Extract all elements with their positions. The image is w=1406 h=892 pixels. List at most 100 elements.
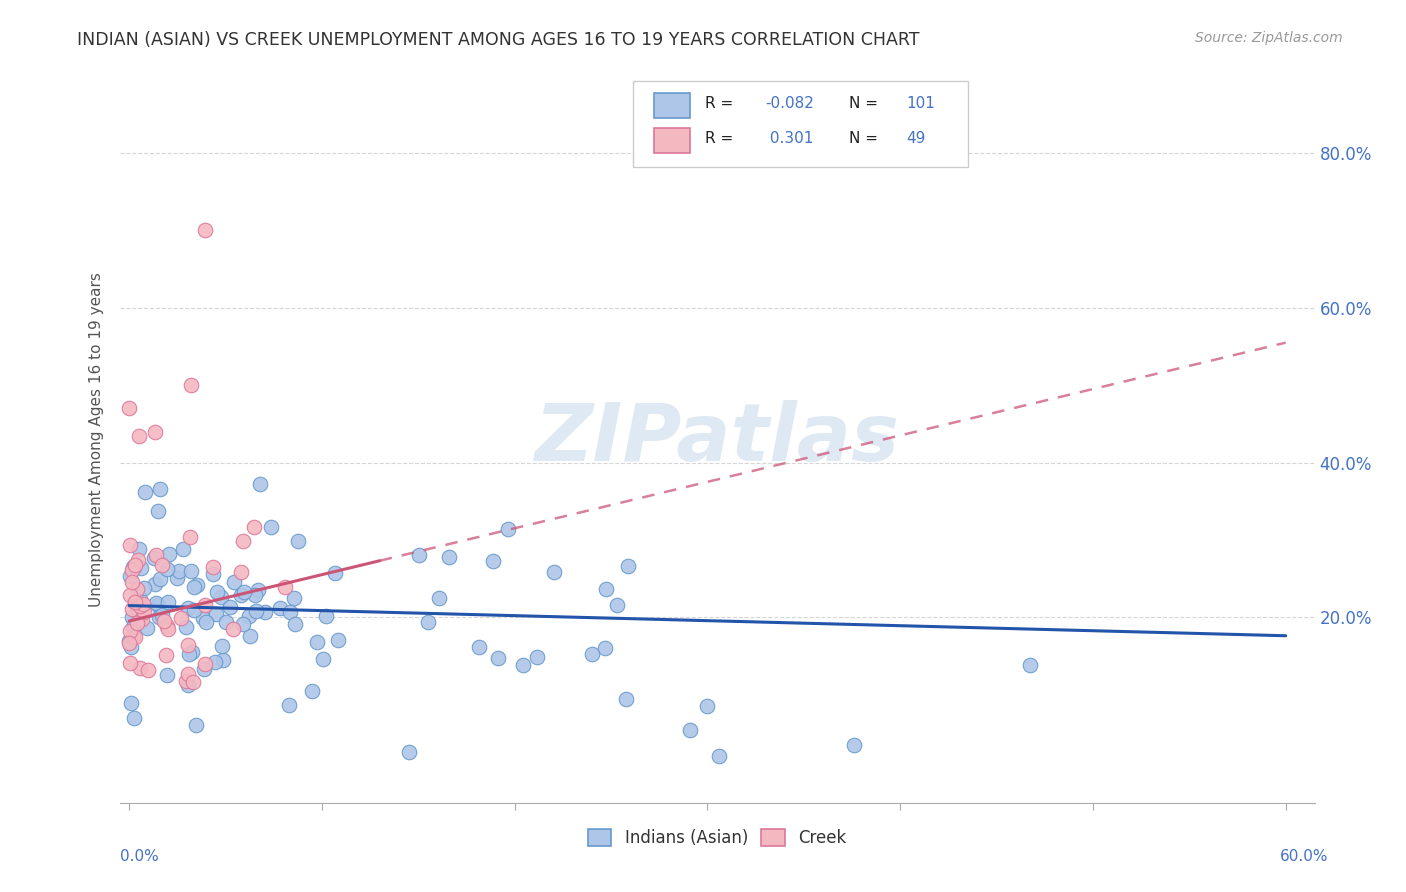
Text: Source: ZipAtlas.com: Source: ZipAtlas.com (1195, 31, 1343, 45)
Point (118, 634, 141, 648)
Text: R =: R = (706, 131, 734, 145)
Point (416, 615, 439, 629)
Point (242, 520, 264, 534)
Text: 0.0%: 0.0% (120, 849, 159, 864)
Point (526, 649, 548, 664)
Point (305, 634, 328, 648)
Point (177, 600, 200, 615)
Point (132, 603, 155, 617)
Point (118, 657, 141, 671)
Point (278, 698, 301, 713)
Point (243, 588, 266, 602)
Point (606, 598, 628, 612)
Text: -0.082: -0.082 (765, 96, 814, 111)
Point (125, 616, 148, 631)
Point (134, 605, 156, 619)
Point (149, 572, 172, 586)
Point (193, 657, 215, 671)
Point (156, 622, 179, 636)
Point (155, 648, 177, 662)
Point (143, 576, 166, 591)
Point (167, 564, 190, 578)
Point (249, 477, 271, 491)
Point (398, 745, 420, 759)
Point (124, 558, 146, 572)
Point (174, 673, 197, 688)
Point (408, 549, 430, 563)
Point (215, 615, 238, 629)
Point (157, 595, 180, 609)
Point (136, 621, 159, 635)
Point (194, 599, 217, 613)
Point (260, 519, 283, 533)
Point (148, 599, 170, 613)
Point (118, 636, 141, 650)
Point (614, 692, 637, 706)
Point (177, 667, 200, 681)
Point (118, 624, 141, 639)
Point (174, 619, 197, 633)
Point (128, 597, 150, 611)
Point (128, 541, 150, 556)
Point (177, 638, 200, 652)
Point (122, 628, 145, 642)
Point (183, 580, 205, 594)
Point (180, 378, 202, 392)
Point (1019, 658, 1042, 673)
Point (211, 639, 233, 653)
Point (127, 601, 149, 615)
Point (581, 647, 603, 661)
Point (156, 668, 179, 682)
Point (157, 547, 180, 561)
Point (191, 611, 214, 625)
Point (172, 542, 194, 557)
Text: INDIAN (ASIAN) VS CREEK UNEMPLOYMENT AMONG AGES 16 TO 19 YEARS CORRELATION CHART: INDIAN (ASIAN) VS CREEK UNEMPLOYMENT AMO… (77, 31, 920, 49)
Point (180, 564, 202, 578)
FancyBboxPatch shape (633, 81, 969, 167)
Point (122, 560, 145, 574)
Point (202, 560, 225, 574)
Point (121, 559, 143, 574)
Point (328, 632, 350, 647)
Point (131, 612, 153, 626)
Point (202, 567, 225, 582)
Point (232, 533, 254, 548)
Point (496, 522, 519, 536)
Point (707, 749, 730, 764)
Point (229, 565, 252, 579)
Point (184, 718, 207, 732)
Point (218, 600, 240, 615)
Point (212, 653, 235, 667)
Point (312, 652, 335, 666)
Point (146, 503, 169, 517)
Point (253, 605, 276, 619)
Point (232, 616, 254, 631)
Text: R =: R = (706, 96, 734, 111)
Point (595, 582, 617, 597)
Point (274, 580, 297, 594)
Point (437, 550, 460, 565)
Point (194, 223, 217, 237)
Point (595, 640, 617, 655)
Point (129, 592, 152, 607)
Point (323, 566, 346, 581)
Text: 0.301: 0.301 (765, 131, 813, 145)
Point (177, 677, 200, 691)
Point (120, 640, 142, 655)
Point (121, 575, 143, 590)
Point (269, 600, 291, 615)
Point (512, 657, 534, 672)
Point (238, 608, 260, 623)
Point (179, 647, 201, 661)
Point (183, 602, 205, 616)
Point (222, 622, 245, 636)
Text: 101: 101 (905, 96, 935, 111)
Point (287, 533, 309, 548)
Point (124, 630, 146, 644)
Point (181, 674, 204, 689)
Point (153, 614, 176, 628)
Point (150, 607, 173, 622)
Point (481, 554, 503, 568)
Point (468, 640, 491, 654)
Point (120, 538, 142, 552)
